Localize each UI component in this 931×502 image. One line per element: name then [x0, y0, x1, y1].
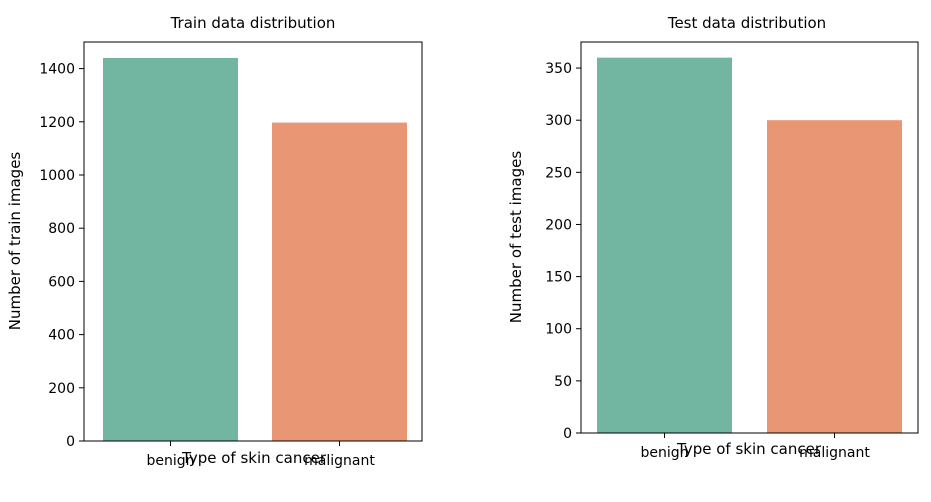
train-x-tick-label: benign [146, 453, 194, 469]
test-y-tick-label: 200 [545, 217, 572, 233]
train-y-tick-label: 1400 [39, 62, 75, 78]
test-y-tick-label: 100 [545, 322, 572, 338]
train-y-tick-label: 800 [48, 221, 75, 237]
test-y-ticks: 0 50 100 150 200 250 300 350 [545, 61, 581, 442]
test-y-tick-label: 350 [545, 61, 572, 77]
train-y-ticks: 0 200 400 600 800 1000 1200 1400 [39, 62, 84, 450]
train-y-tick-label: 400 [48, 328, 75, 344]
test-bar-benign [597, 57, 732, 433]
train-x-tick-label: malignant [304, 453, 375, 469]
train-y-tick-label: 0 [66, 434, 75, 450]
train-x-ticks: benign malignant [146, 441, 375, 469]
train-bar-benign [103, 57, 238, 442]
test-x-tick-label: malignant [799, 445, 870, 461]
test-x-ticks: benign malignant [640, 433, 870, 461]
test-chart-title: Test data distribution [667, 14, 826, 32]
train-bars [103, 57, 407, 442]
train-y-tick-label: 200 [48, 381, 75, 397]
train-plot-frame [83, 41, 423, 442]
train-bar-malignant [272, 122, 407, 442]
test-y-tick-label: 0 [563, 426, 572, 442]
test-x-tick-label: benign [640, 445, 688, 461]
test-y-axis-label: Number of test images [507, 151, 525, 324]
test-chart: Test data distribution Number of test im… [507, 14, 919, 461]
train-y-tick-label: 600 [48, 274, 75, 290]
test-bars [597, 57, 902, 433]
test-x-axis-label: Type of skin cancer [676, 440, 822, 458]
train-y-tick-label: 1200 [39, 115, 75, 131]
train-y-axis-label: Number of train images [6, 152, 24, 331]
train-y-tick-label: 1000 [39, 168, 75, 184]
test-y-tick-label: 50 [554, 374, 572, 390]
train-chart: Train data distribution Number of train … [6, 14, 423, 469]
test-y-tick-label: 300 [545, 113, 572, 129]
test-y-tick-label: 150 [545, 270, 572, 286]
test-plot-frame [580, 41, 919, 434]
test-bar-malignant [767, 120, 902, 433]
train-x-axis-label: Type of skin cancer [181, 449, 327, 467]
test-y-tick-label: 250 [545, 165, 572, 181]
train-chart-title: Train data distribution [170, 14, 336, 32]
